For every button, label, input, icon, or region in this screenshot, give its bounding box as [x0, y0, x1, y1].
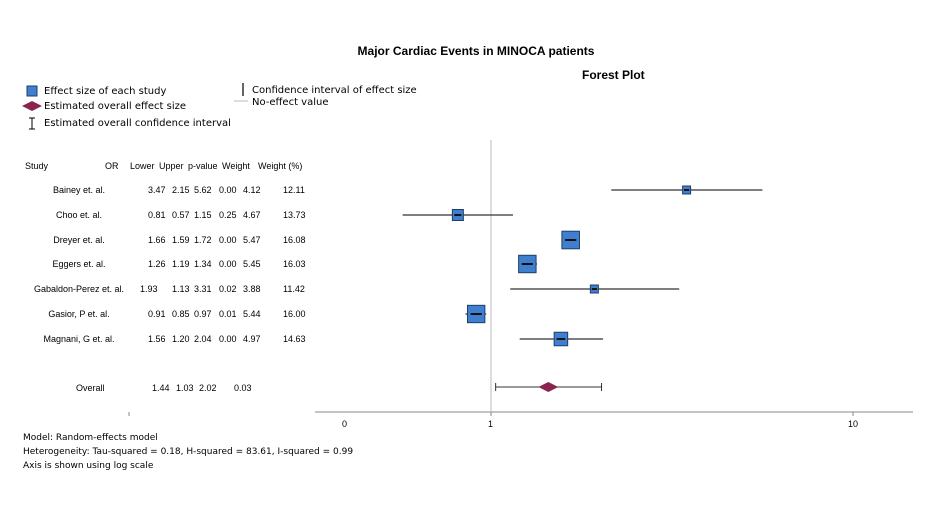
- weight-value: 5.45: [243, 259, 261, 269]
- overall-label: Overall: [76, 383, 105, 393]
- legend-overall-effect-label: Estimated overall effect size: [44, 101, 187, 112]
- col-header-or: OR: [105, 161, 119, 171]
- p-value: 0.02: [219, 284, 237, 294]
- legend-ci-label: Confidence interval of effect size: [252, 85, 417, 96]
- study-name: Dreyer et. al.: [53, 235, 105, 245]
- lower-value: 1.19: [172, 259, 190, 269]
- p-value: 0.00: [219, 259, 237, 269]
- overall-or-value: 1.44: [152, 383, 170, 393]
- weight-value: 4.12: [243, 185, 261, 195]
- p-value: 0.00: [219, 235, 237, 245]
- legend-overall-ci-label: Estimated overall confidence interval: [44, 118, 231, 129]
- weight-pct-value: 16.03: [283, 259, 306, 269]
- lower-value: 0.85: [172, 309, 190, 319]
- weight-value: 5.44: [243, 309, 261, 319]
- upper-value: 0.97: [194, 309, 212, 319]
- upper-value: 2.04: [194, 334, 212, 344]
- or-value: 3.47: [148, 185, 166, 195]
- chart-title: Major Cardiac Events in MINOCA patients: [357, 44, 595, 58]
- or-value: 1.93: [140, 284, 158, 294]
- legend-box-icon: [26, 85, 38, 97]
- upper-value: 1.34: [194, 259, 212, 269]
- study-name: Gabaldon-Perez et. al.: [33, 284, 125, 294]
- x-tick-label: 0: [342, 419, 348, 429]
- lower-value: 1.13: [172, 284, 190, 294]
- weight-value: 4.67: [243, 210, 261, 220]
- lower-value: 2.15: [172, 185, 190, 195]
- overall-upper-value: 2.02: [199, 383, 217, 393]
- weight-pct-value: 11.42: [283, 284, 305, 294]
- lower-value: 0.57: [172, 210, 190, 220]
- footnote-heterogeneity: Heterogeneity: Tau-squared = 0.18, H-squ…: [23, 447, 354, 457]
- p-value: 0.01: [219, 309, 237, 319]
- weight-value: 3.88: [243, 284, 261, 294]
- weight-value: 4.97: [243, 334, 261, 344]
- p-value: 0.25: [219, 210, 237, 220]
- or-value: 0.91: [148, 309, 166, 319]
- study-name: Magnani, G et. al.: [43, 334, 115, 344]
- x-tick-label: 1: [488, 419, 494, 429]
- upper-value: 5.62: [194, 185, 212, 195]
- overall-diamond: [538, 382, 559, 392]
- col-header-study: Study: [25, 161, 49, 171]
- col-header-upper: Upper: [159, 161, 184, 171]
- upper-value: 1.15: [194, 210, 212, 220]
- weight-pct-value: 16.08: [283, 235, 306, 245]
- weight-pct-value: 14.63: [283, 334, 306, 344]
- study-name: Bainey et. al.: [52, 185, 106, 195]
- lower-value: 1.59: [172, 235, 190, 245]
- study-name: Eggers et. al.: [52, 259, 106, 269]
- overall-lower-value: 1.03: [176, 383, 194, 393]
- or-value: 1.26: [148, 259, 166, 269]
- lower-value: 1.20: [172, 334, 190, 344]
- overall-p-value: 0.03: [234, 383, 252, 393]
- or-value: 1.56: [148, 334, 166, 344]
- p-value: 0.00: [219, 185, 237, 195]
- col-header-weight-pct: Weight (%): [258, 161, 303, 171]
- chart-subtitle: Forest Plot: [582, 68, 645, 82]
- col-header-lower: Lower: [130, 161, 155, 171]
- upper-value: 1.72: [194, 235, 212, 245]
- p-value: 0.00: [219, 334, 237, 344]
- legend-no-effect-label: No-effect value: [252, 97, 329, 108]
- col-header-pvalue: p-value: [188, 161, 218, 171]
- or-value: 1.66: [148, 235, 166, 245]
- legend-effect-label: Effect size of each study: [44, 86, 167, 97]
- weight-pct-value: 16.00: [283, 309, 306, 319]
- upper-value: 3.31: [194, 284, 212, 294]
- x-tick-label: 10: [848, 419, 859, 429]
- legend-diamond-icon: [22, 101, 42, 111]
- legend-ci-bar-icon: [29, 117, 35, 130]
- weight-pct-value: 12.11: [283, 185, 305, 195]
- weight-pct-value: 13.73: [283, 210, 306, 220]
- study-name: Choo et. al.: [55, 210, 103, 220]
- footnote-model: Model: Random-effects model: [23, 433, 158, 443]
- footnote-axis: Axis is shown using log scale: [23, 461, 154, 471]
- study-name: Gasior, P et. al.: [48, 309, 110, 319]
- col-header-weight: Weight: [222, 161, 250, 171]
- weight-value: 5.47: [243, 235, 261, 245]
- or-value: 0.81: [148, 210, 166, 220]
